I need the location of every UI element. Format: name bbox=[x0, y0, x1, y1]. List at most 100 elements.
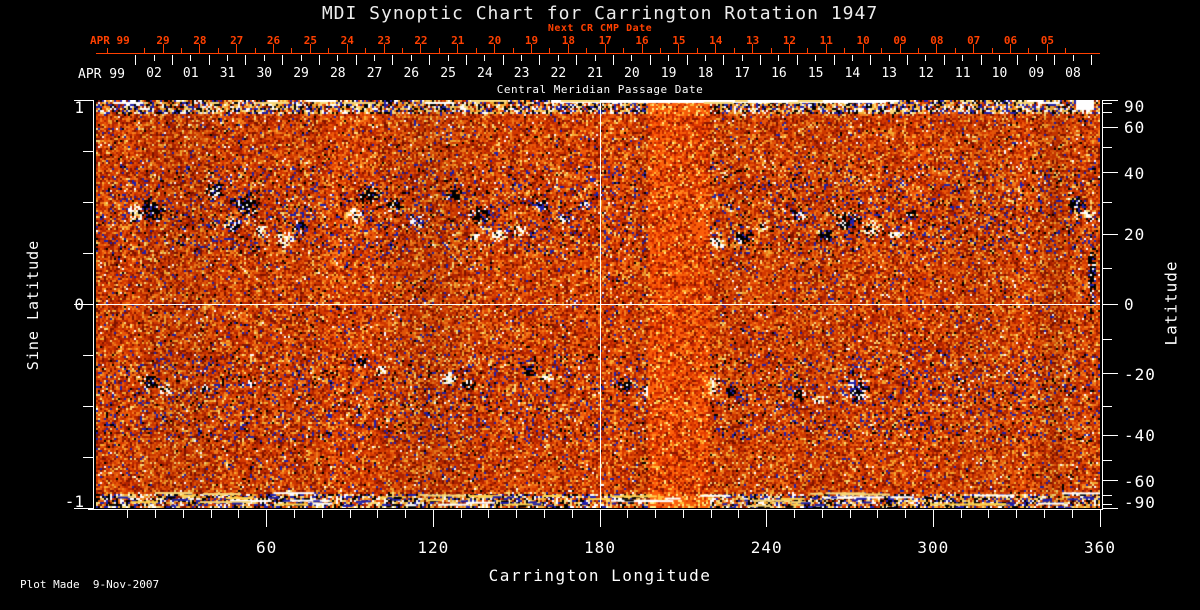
right-axis-minor-tick bbox=[1103, 201, 1112, 203]
cmp-minor-tick bbox=[557, 55, 559, 61]
next-cr-tick-label: 19 bbox=[524, 34, 539, 47]
bottom-axis-minor-tick bbox=[655, 510, 657, 518]
left-axis-title: Sine Latitude bbox=[24, 239, 42, 371]
cmp-tick-label: 02 bbox=[146, 66, 162, 81]
next-cr-tick-label: 24 bbox=[340, 34, 354, 47]
bottom-axis-tick-label: 120 bbox=[417, 538, 450, 557]
right-axis-major-tick bbox=[1103, 172, 1118, 174]
next-cr-major-tick bbox=[383, 44, 385, 53]
cmp-minor-tick bbox=[962, 55, 964, 61]
next-cr-tick-label: 25 bbox=[303, 34, 318, 47]
next-cr-major-tick bbox=[678, 44, 680, 53]
cmp-day-boundary-tick bbox=[649, 55, 651, 65]
next-cr-major-tick bbox=[531, 44, 532, 53]
bottom-axis-line bbox=[88, 509, 1103, 510]
next-cr-major-tick bbox=[236, 44, 238, 53]
cmp-tick-label: 22 bbox=[550, 66, 567, 81]
next-cr-major-tick bbox=[273, 44, 275, 53]
cmp-minor-tick bbox=[337, 55, 339, 61]
right-axis-tick-label: 0 bbox=[1124, 295, 1135, 314]
right-axis-major-tick bbox=[1103, 480, 1118, 482]
next-cr-tick-label: 23 bbox=[377, 34, 391, 47]
bottom-axis-minor-tick bbox=[155, 510, 157, 518]
next-cr-major-tick bbox=[420, 44, 422, 53]
left-axis-major-tick bbox=[74, 303, 93, 305]
cmp-tick-label: 31 bbox=[219, 66, 236, 81]
cmp-minor-tick bbox=[484, 55, 486, 61]
next-cr-minor-tick bbox=[475, 48, 477, 53]
right-axis-tick-label: -60 bbox=[1124, 471, 1156, 491]
next-cr-minor-tick bbox=[180, 48, 182, 53]
next-cr-tick-label: 27 bbox=[230, 34, 244, 47]
next-cr-minor-tick bbox=[1028, 48, 1030, 53]
next-cr-minor-tick bbox=[696, 48, 698, 53]
next-cr-major-tick bbox=[604, 44, 606, 53]
bottom-axis-minor-tick bbox=[349, 510, 351, 518]
right-axis-major-tick bbox=[1103, 303, 1118, 305]
next-cr-tick-label: 18 bbox=[561, 34, 575, 47]
next-cr-minor-tick bbox=[549, 48, 551, 53]
right-axis-minor-tick bbox=[1103, 111, 1112, 113]
cmp-tick-label: 01 bbox=[182, 66, 199, 81]
cmp-tick-label: 14 bbox=[844, 66, 861, 81]
cmp-day-boundary-tick bbox=[943, 55, 945, 65]
right-axis-tick-label: 60 bbox=[1124, 118, 1146, 138]
next-cr-major-tick bbox=[1046, 44, 1048, 53]
cmp-tick-label: 28 bbox=[329, 66, 346, 81]
next-cr-minor-tick bbox=[881, 48, 883, 53]
cmp-tick-label: 20 bbox=[624, 66, 640, 81]
cmp-tick-label: 15 bbox=[807, 66, 824, 81]
cmp-tick-label: 09 bbox=[1028, 66, 1045, 81]
cmp-minor-tick bbox=[190, 55, 192, 61]
cmp-minor-tick bbox=[925, 55, 927, 61]
cmp-day-boundary-tick bbox=[980, 55, 982, 65]
bottom-axis-major-tick bbox=[766, 510, 768, 527]
next-cr-tick-label: 11 bbox=[819, 34, 833, 47]
right-axis-minor-tick bbox=[1103, 268, 1112, 270]
cmp-minor-tick bbox=[410, 55, 412, 61]
chart-title: MDI Synoptic Chart for Carrington Rotati… bbox=[321, 3, 879, 24]
bottom-axis-minor-tick bbox=[905, 510, 907, 518]
cmp-day-boundary-tick bbox=[245, 55, 247, 65]
cmp-day-boundary-tick bbox=[870, 55, 872, 65]
next-cr-minor-tick bbox=[733, 48, 735, 53]
cmp-day-boundary-tick bbox=[355, 55, 357, 65]
next-cr-tick-label: 10 bbox=[856, 34, 870, 47]
bottom-axis-minor-tick bbox=[960, 510, 962, 518]
cmp-minor-tick bbox=[374, 55, 376, 61]
next-cr-tick-label: 08 bbox=[930, 34, 944, 47]
cmp-day-boundary-tick bbox=[907, 55, 909, 65]
cmp-minor-tick bbox=[1072, 55, 1074, 61]
next-cr-major-tick bbox=[752, 44, 754, 53]
bottom-axis-minor-tick bbox=[793, 510, 795, 518]
right-axis-minor-tick bbox=[1103, 504, 1112, 506]
bottom-axis-major-tick bbox=[932, 510, 934, 527]
cmp-minor-tick bbox=[521, 55, 523, 61]
right-axis-minor-tick bbox=[1103, 147, 1112, 149]
next-cr-minor-tick bbox=[659, 48, 661, 53]
next-cr-minor-tick bbox=[512, 48, 514, 53]
left-axis-minor-tick bbox=[83, 405, 93, 407]
right-axis-tick-label: -40 bbox=[1124, 426, 1156, 446]
cmp-tick-label: 26 bbox=[403, 66, 420, 81]
next-cr-tick-label: 26 bbox=[266, 34, 281, 47]
bottom-axis-minor-tick bbox=[460, 510, 462, 518]
cmp-minor-tick bbox=[851, 55, 853, 61]
right-axis-tick-label: 90 bbox=[1124, 97, 1146, 116]
next-cr-minor-tick bbox=[107, 48, 109, 53]
cmp-day-boundary-tick bbox=[760, 55, 762, 65]
next-cr-tick-label: 05 bbox=[1040, 34, 1055, 47]
next-cr-minor-tick bbox=[144, 48, 146, 53]
bottom-axis-minor-tick bbox=[516, 510, 518, 518]
next-cr-major-tick bbox=[346, 44, 348, 53]
left-axis-tick-label: -1 bbox=[64, 492, 84, 511]
next-cr-tick-label: 28 bbox=[193, 34, 207, 47]
left-axis-minor-tick bbox=[83, 354, 93, 356]
right-axis-major-tick bbox=[1103, 373, 1118, 375]
next-cr-tick-label: 17 bbox=[598, 34, 612, 47]
bottom-axis-minor-tick bbox=[182, 510, 184, 518]
cmp-axis-title: Central Meridian Passage Date bbox=[496, 83, 704, 96]
next-cr-major-tick bbox=[973, 44, 975, 53]
right-axis-minor-tick bbox=[1103, 495, 1112, 497]
plot-made-timestamp: Plot Made 9-Nov-2007 bbox=[20, 578, 160, 591]
